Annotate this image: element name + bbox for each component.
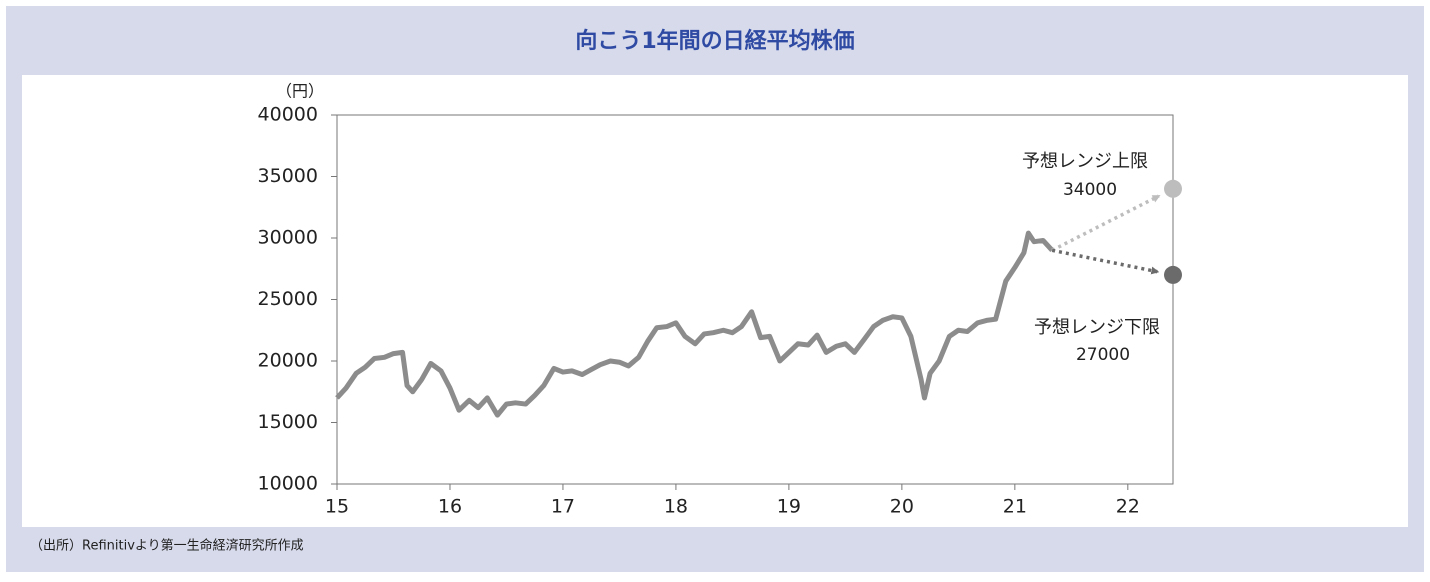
chart-title: 向こう1年間の日経平均株価	[575, 28, 854, 54]
annotation-name: 予想レンジ上限	[1022, 151, 1148, 172]
y-tick-label: 25000	[258, 288, 318, 310]
y-unit: （円）	[276, 82, 324, 101]
y-tick-label: 20000	[258, 350, 318, 372]
source: （出所）Refinitivより第一生命経済研究所作成	[30, 538, 304, 554]
x-tick-label: 17	[551, 496, 575, 518]
annotation-value: 27000	[1076, 345, 1130, 365]
y-tick-label: 15000	[258, 411, 318, 433]
x-tick-label: 22	[1116, 496, 1140, 518]
x-tick-label: 16	[438, 496, 462, 518]
x-tick-label: 15	[325, 496, 349, 518]
y-tick-label: 35000	[258, 165, 318, 187]
plot-panel	[22, 75, 1408, 527]
y-tick-label: 10000	[258, 473, 318, 495]
x-tick-label: 21	[1003, 496, 1027, 518]
x-tick-label: 19	[777, 496, 801, 518]
annotation-value: 34000	[1063, 180, 1117, 200]
x-tick-label: 18	[664, 496, 688, 518]
annotation-name: 予想レンジ下限	[1034, 317, 1160, 338]
forecast-point	[1164, 265, 1182, 284]
y-tick-label: 30000	[258, 227, 318, 249]
forecast-point	[1164, 179, 1182, 198]
price-line	[335, 230, 1054, 418]
y-tick-label: 40000	[258, 104, 318, 126]
x-tick-label: 20	[890, 496, 914, 518]
forecast-line	[1051, 194, 1161, 252]
